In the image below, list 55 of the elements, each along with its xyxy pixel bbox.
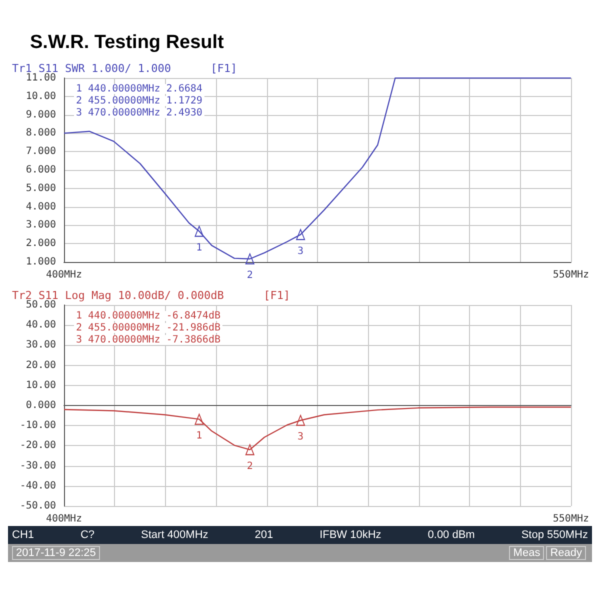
x-tick-label: 400MHz bbox=[46, 270, 82, 280]
y-tick-label: -10.00 bbox=[20, 420, 56, 432]
annotation: 1 bbox=[196, 430, 202, 442]
text: 0.00 dBm bbox=[428, 529, 475, 541]
y-tick-label: 4.000 bbox=[26, 201, 56, 212]
y-tick-label: -30.00 bbox=[20, 460, 56, 472]
y-tick-label: -40.00 bbox=[20, 480, 56, 492]
annotation: 1 440.00000MHz -6.8474dB bbox=[76, 310, 220, 322]
annotation: 1 bbox=[196, 242, 202, 254]
y-tick-label: 40.00 bbox=[26, 320, 56, 331]
annotation: 1 440.00000MHz 2.6684 bbox=[76, 84, 202, 94]
y-tick-label: 10.00 bbox=[26, 380, 56, 391]
annotation: 2 455.00000MHz -21.986dB bbox=[76, 322, 220, 334]
x-tick-label: 550MHz bbox=[552, 514, 589, 524]
annotation: 3 470.00000MHz -7.3866dB bbox=[76, 334, 220, 346]
point bbox=[245, 444, 254, 456]
y-tick-label: 6.000 bbox=[26, 164, 56, 176]
text: C? bbox=[80, 529, 95, 541]
point bbox=[245, 253, 254, 264]
y-tick-label: 11.00 bbox=[26, 72, 56, 84]
x-tick-label: 550MHz bbox=[552, 270, 589, 280]
point bbox=[194, 414, 204, 425]
annotation: 2 bbox=[246, 270, 253, 282]
y-tick-label: 5.000 bbox=[26, 182, 56, 194]
annotation: 3 bbox=[298, 432, 304, 443]
text: CH1 bbox=[12, 529, 34, 541]
point bbox=[194, 226, 204, 237]
x-tick-label: 400MHz bbox=[46, 514, 82, 524]
y-tick-label: 2.000 bbox=[26, 238, 56, 250]
text: Stop 550MHz bbox=[521, 529, 588, 541]
y-tick-label: 30.00 bbox=[26, 340, 56, 351]
y-tick-label: 1.000 bbox=[26, 256, 56, 268]
y-tick-label: 3.000 bbox=[26, 220, 56, 231]
y-tick-label: 7.000 bbox=[26, 146, 56, 158]
y-tick-label: 50.00 bbox=[26, 300, 56, 310]
y-tick-label: 9.000 bbox=[26, 109, 56, 120]
point bbox=[296, 229, 306, 240]
annotation: 2 455.00000MHz 1.1729 bbox=[76, 96, 202, 106]
chart-title: S.W.R. Testing Result bbox=[30, 32, 224, 54]
annotation: 3 bbox=[298, 246, 304, 257]
y-tick-label: 20.00 bbox=[26, 360, 56, 371]
text: Start 400MHz bbox=[141, 529, 208, 541]
text: Meas bbox=[509, 546, 544, 560]
text: 2017-11-9 22:25 bbox=[12, 546, 100, 560]
y-tick-label: 10.00 bbox=[26, 90, 56, 102]
y-tick-label: 8.000 bbox=[26, 128, 56, 139]
y-tick-label: -20.00 bbox=[20, 440, 56, 452]
text: 201 bbox=[254, 529, 274, 541]
y-tick-label: -50.00 bbox=[20, 500, 56, 512]
point bbox=[296, 414, 306, 426]
annotation: 3 470.00000MHz 2.4930 bbox=[76, 108, 202, 118]
y-tick-label: 0.000 bbox=[26, 400, 56, 411]
text: IFBW 10kHz bbox=[320, 529, 382, 541]
text: Ready bbox=[546, 546, 586, 560]
annotation: 2 bbox=[246, 460, 253, 472]
